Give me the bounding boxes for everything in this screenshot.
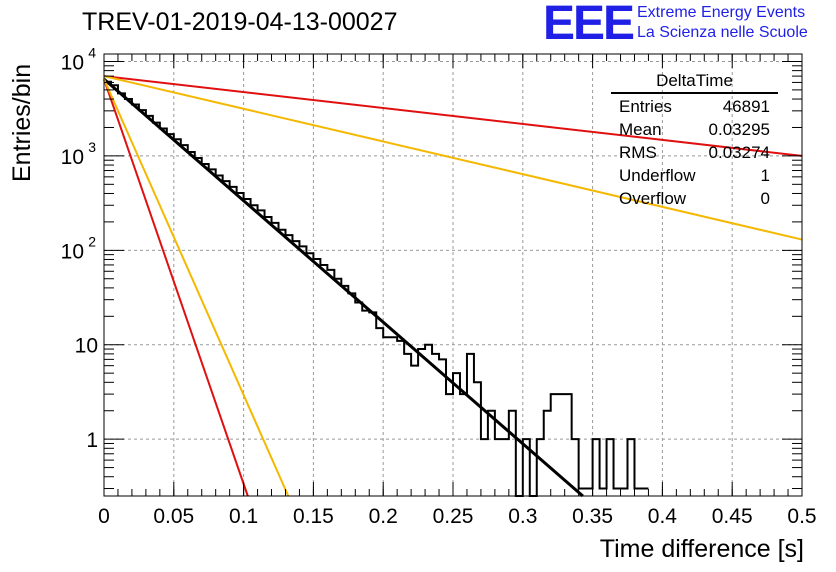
axis-ticks [103, 54, 803, 496]
y-tick-label: 10 [75, 335, 98, 358]
stats-row-underflow: Underflow 1 [611, 164, 778, 187]
x-tick-label: 0.5 [787, 505, 816, 528]
y-axis-label: Entries/bin [8, 63, 36, 182]
y-tick-exponent: 2 [88, 233, 96, 249]
logo-line-1: Extreme Energy Events [637, 4, 806, 21]
y-tick-label: 10 [61, 146, 84, 169]
x-tick-label: 0.45 [712, 505, 753, 528]
tick-labels: 0 0.05 0.1 0.15 0.2 0.25 0.3 0.35 0.4 0.45 0.51101… [61, 44, 817, 528]
fit-curve-5 [103, 75, 803, 241]
logo-line-2: La Scienza nelle Scuole [637, 24, 808, 41]
grid-lines [104, 54, 802, 496]
fit-curve-2 [103, 78, 249, 497]
stats-label: Underflow [619, 166, 696, 185]
y-tick-exponent: 4 [88, 44, 96, 60]
fit-curve-1 [103, 78, 584, 498]
stats-title: DeltaTime [611, 70, 778, 94]
stats-label: RMS [619, 143, 657, 162]
stats-value: 0 [760, 189, 770, 208]
stats-row-overflow: Overflow 0 [611, 187, 778, 210]
x-tick-label: 0.3 [508, 505, 537, 528]
eee-logo: EEE [543, 0, 635, 50]
y-tick-label: 1 [86, 429, 98, 452]
stats-value: 0.03274 [708, 143, 770, 162]
x-axis-label: Time difference [s] [599, 535, 804, 563]
stats-box: DeltaTime Entries 46891 Mean 0.03295 RMS… [611, 70, 778, 210]
fit-curve-3 [103, 78, 290, 497]
x-tick-label: 0.4 [648, 505, 678, 528]
histogram-steps [104, 80, 649, 497]
y-tick-exponent: 3 [88, 139, 96, 155]
stats-value: 0.03295 [708, 120, 770, 139]
x-tick-label: 0.35 [572, 505, 613, 528]
x-tick-label: 0.05 [153, 505, 194, 528]
x-tick-label: 0.25 [433, 505, 474, 528]
x-tick-label: 0.2 [369, 505, 398, 528]
x-tick-label: 0.1 [229, 505, 258, 528]
fit-curve-4 [103, 75, 803, 157]
stats-label: Mean [619, 120, 662, 139]
stats-label: Entries [619, 97, 672, 116]
y-tick-label: 10 [61, 240, 84, 263]
stats-row-rms: RMS 0.03274 [611, 141, 778, 164]
x-tick-label: 0 [98, 505, 110, 528]
chart-title: TREV-01-2019-04-13-00027 [82, 8, 398, 36]
stats-row-entries: Entries 46891 [611, 95, 778, 118]
fit-curves [103, 75, 803, 498]
y-tick-label: 10 [61, 51, 84, 74]
stats-row-mean: Mean 0.03295 [611, 118, 778, 141]
x-tick-label: 0.15 [293, 505, 334, 528]
histogram [104, 80, 649, 497]
stats-value: 46891 [722, 97, 770, 116]
stats-value: 1 [760, 166, 770, 185]
stats-label: Overflow [619, 189, 687, 208]
